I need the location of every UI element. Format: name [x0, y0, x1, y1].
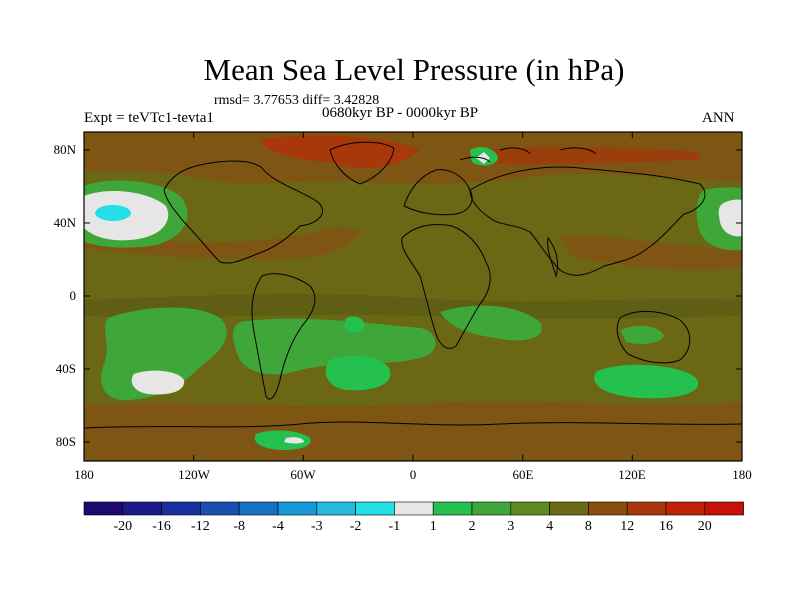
- colorbar-swatch: [316, 501, 356, 516]
- colorbar-label: 2: [468, 519, 476, 534]
- colorbar-label: 12: [620, 519, 635, 534]
- colorbar-label: 1: [429, 519, 437, 534]
- season-label: ANN: [702, 110, 735, 126]
- colorbar-swatch: [277, 501, 318, 516]
- experiment-label: Expt = teVTc1-tevta1: [84, 110, 214, 126]
- colorbar-swatch: [161, 501, 201, 516]
- mid-olive-band: [84, 294, 742, 320]
- colorbar-label: 4: [546, 519, 554, 534]
- colorbar: [83, 501, 744, 516]
- colorbar-label: 16: [659, 519, 673, 534]
- colorbar-label: 3: [507, 519, 515, 534]
- pacific-brown-west: [560, 235, 742, 270]
- africa-coast: [401, 224, 491, 349]
- colorbar-swatch: [471, 501, 512, 516]
- colorbar-label: -12: [191, 519, 210, 534]
- india-coast: [547, 236, 559, 278]
- arctic-brown-band: [84, 132, 742, 184]
- pressure-field: [84, 132, 742, 461]
- colorbar-label: 8: [584, 519, 592, 534]
- lat-label-80s: 80S: [55, 434, 76, 449]
- colorbar-label: -16: [152, 519, 171, 534]
- colorbar-swatch: [510, 501, 550, 516]
- southern-brown-band: [84, 401, 742, 461]
- colorbar-swatch: [549, 501, 589, 516]
- period-label: 0680kyr BP - 0000kyr BP: [322, 105, 479, 121]
- south-pacific-white: [131, 370, 185, 395]
- lon-ticks: [83, 132, 743, 461]
- lat-label-40s: 40S: [55, 361, 76, 376]
- greenland-coast: [329, 141, 395, 185]
- colorbar-swatch: [200, 501, 240, 516]
- colorbar-label: -20: [113, 519, 133, 534]
- lat-label-0: 0: [69, 288, 77, 303]
- lon-label-120e: 120E: [618, 467, 646, 482]
- south-america-green: [233, 318, 436, 375]
- antarctic-white: [284, 437, 304, 444]
- colorbar-swatch: [588, 501, 628, 516]
- lat-label-80n: 80N: [53, 142, 76, 157]
- small-green-patch: [344, 316, 365, 333]
- colorbar-label: -2: [349, 519, 362, 534]
- north-pacific-cyan-core: [95, 205, 131, 221]
- colorbar-swatch: [83, 501, 124, 516]
- map-title: Mean Sea Level Pressure (in hPa): [203, 52, 625, 87]
- south-america-coast: [251, 273, 316, 400]
- colorbar-swatch: [394, 501, 434, 516]
- colorbar-swatch: [665, 501, 706, 516]
- colorbar-label: -8: [233, 519, 246, 534]
- asia-coast: [469, 166, 706, 276]
- colorbar-label: -1: [388, 519, 401, 534]
- stats-label: rmsd= 3.77653 diff= 3.42828: [214, 93, 380, 108]
- lon-label-60w: 60W: [290, 467, 316, 482]
- coastlines: [84, 141, 742, 429]
- lon-label-180w: 180: [74, 467, 94, 482]
- colorbar-label: -3: [310, 519, 323, 534]
- colorbar-swatch: [238, 501, 279, 516]
- lon-label-120w: 120W: [178, 467, 210, 482]
- antarctic-green: [254, 430, 311, 450]
- africa-green: [440, 305, 542, 341]
- colorbar-label: -4: [272, 519, 284, 534]
- arctic-islands: [459, 147, 597, 163]
- lat-label-40n: 40N: [53, 215, 76, 230]
- colorbar-swatch: [704, 501, 744, 516]
- north-pacific-white-east: [718, 199, 742, 237]
- indian-ocean-green: [594, 364, 699, 399]
- lon-label-180e: 180: [732, 467, 752, 482]
- colorbar-label: 20: [697, 519, 712, 534]
- colorbar-swatch: [432, 501, 473, 516]
- lat-ticks: [84, 149, 742, 443]
- antarctica-coast: [84, 421, 742, 429]
- colorbar-swatch: [355, 501, 395, 516]
- australia-coast: [616, 310, 691, 364]
- south-atlantic-green: [325, 355, 391, 391]
- pacific-green-strip: [620, 325, 664, 344]
- lon-label-60e: 60E: [512, 467, 534, 482]
- lon-label-0: 0: [409, 467, 417, 482]
- colorbar-swatch: [122, 501, 162, 516]
- subtropic-brown-north: [84, 226, 360, 260]
- north-america-coast: [163, 160, 323, 264]
- colorbar-swatch: [626, 501, 667, 516]
